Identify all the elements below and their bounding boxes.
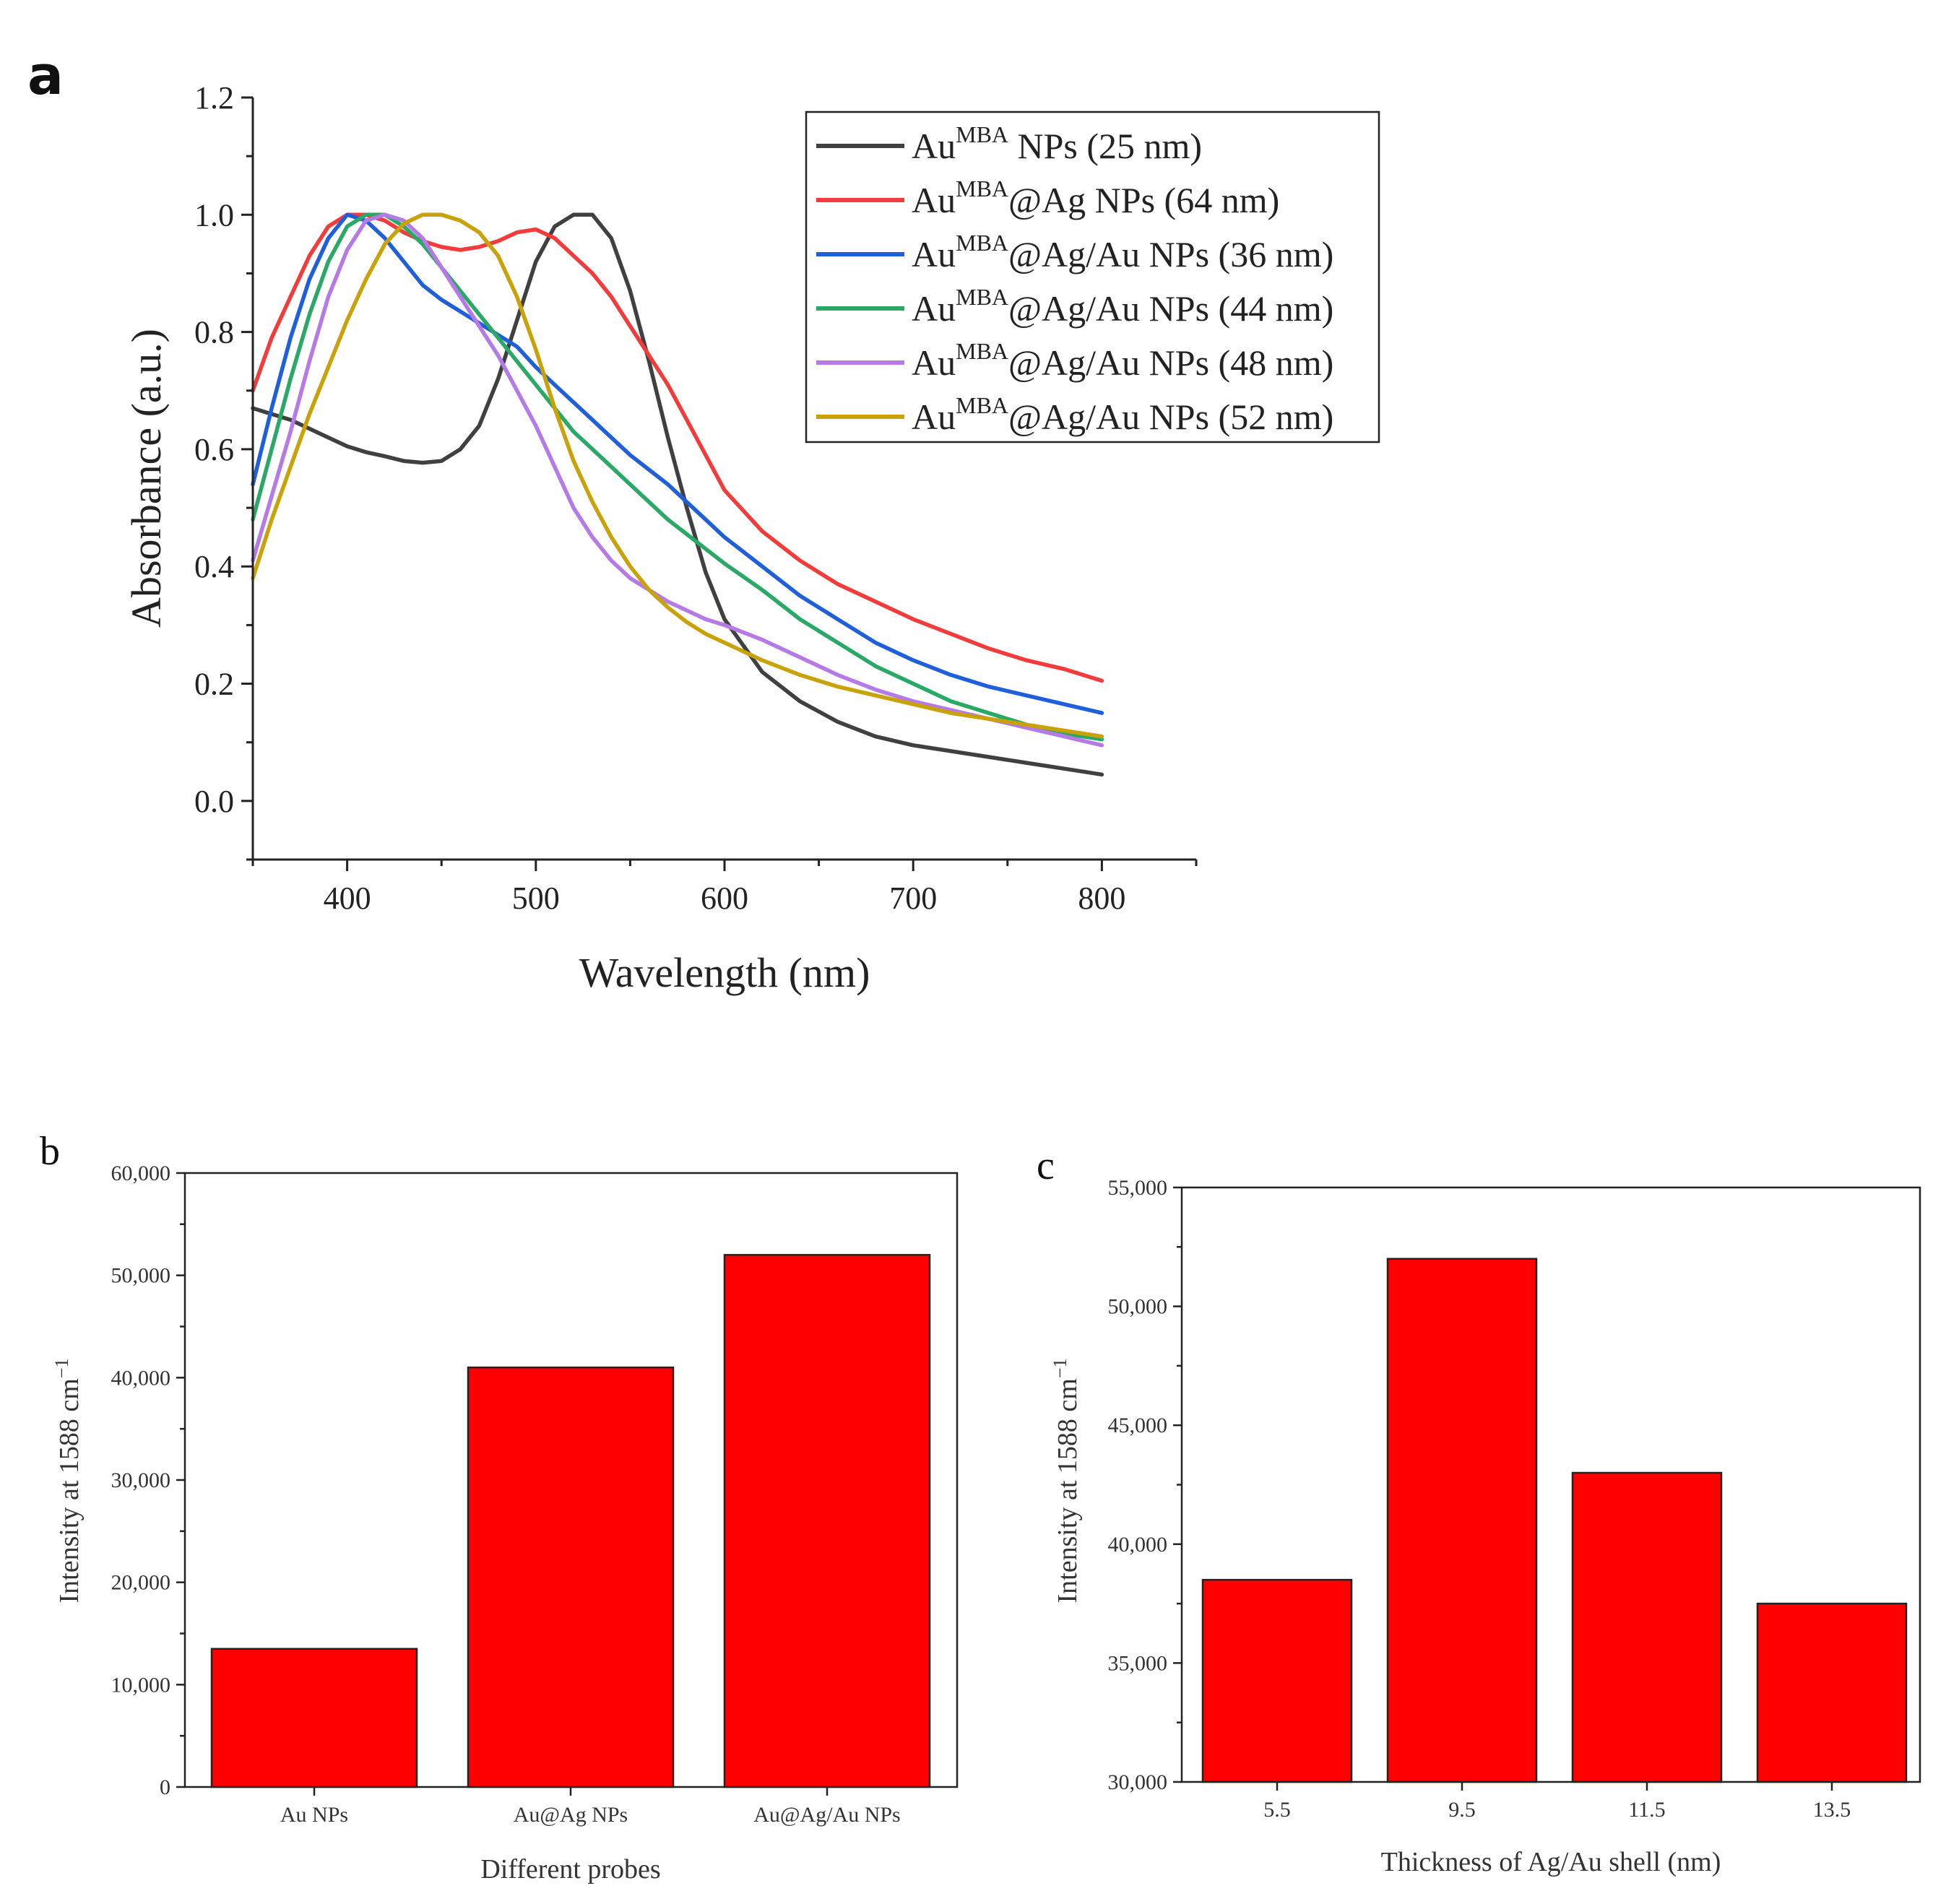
c-y-tick-label: 45,000 [1108, 1414, 1168, 1437]
a-y-tick-label: 0.0 [194, 784, 234, 819]
panel-c-y-ticks: 30,000 35,000 40,000 45,000 50,000 55,000 [1108, 1176, 1182, 1794]
c-x-tick-label: 5.5 [1263, 1798, 1291, 1822]
legend-entry-sup: MBA [956, 121, 1008, 147]
panel-b-y-axis-title: Intensity at 1588 cm−1 [51, 1358, 85, 1603]
bar-b-0 [210, 1648, 418, 1788]
legend-entry-base: Au [912, 126, 956, 166]
legend: AuMBA NPs (25 nm)AuMBA@Ag NPs (64 nm)AuM… [805, 111, 1380, 443]
panel-c: c 30,000 35,000 40,000 45,000 50,000 55,000 5… [1037, 1143, 1921, 1877]
legend-entry-sup: MBA [956, 230, 1008, 256]
a-x-tick-label: 600 [701, 880, 748, 916]
legend-entry-sup: MBA [956, 338, 1008, 364]
panel-a-x-ticks: 400 500 600 700 800 [251, 860, 1198, 916]
legend-entry-rest: @Ag/Au NPs (52 nm) [1008, 397, 1333, 437]
panel-c-x-ticks: 5.5 9.5 11.5 13.5 [1263, 1782, 1851, 1822]
panel-b-y-axis-title-sup: −1 [51, 1358, 72, 1378]
panel-a-label: a [27, 45, 64, 107]
legend-entry-base: Au [912, 342, 956, 383]
b-y-tick-label: 60,000 [111, 1161, 171, 1185]
legend-entry-sup: MBA [956, 284, 1008, 310]
legend-entry-5: AuMBA@Ag/Au NPs (52 nm) [912, 392, 1333, 437]
panel-c-label: c [1037, 1143, 1055, 1188]
panel-c-bars [1201, 1258, 1908, 1783]
b-y-tick-label: 40,000 [111, 1366, 171, 1390]
a-x-tick-label: 400 [324, 880, 371, 916]
legend-entry-rest: NPs (25 nm) [1008, 126, 1202, 166]
panel-a-y-ticks: 0.0 0.2 0.4 0.6 0.8 1.0 1.2 [194, 80, 253, 861]
panel-a: a 0.00.20.40.60.81.01.2 400 500 600 700 800 … [27, 45, 1380, 996]
c-x-tick-label: 11.5 [1628, 1798, 1665, 1822]
panel-c-y-axis-title-sup: −1 [1050, 1358, 1071, 1378]
c-y-tick-label: 40,000 [1108, 1533, 1168, 1557]
legend-entry-rest: @Ag/Au NPs (44 nm) [1008, 288, 1333, 329]
panel-b-bars [210, 1254, 931, 1788]
c-y-tick-label: 55,000 [1108, 1176, 1168, 1200]
series-line-2 [251, 212, 1104, 715]
b-y-tick-label: 20,000 [111, 1571, 171, 1595]
legend-entry-1: AuMBA@Ag NPs (64 nm) [912, 176, 1279, 220]
legend-entry-0: AuMBA NPs (25 nm) [912, 121, 1202, 166]
panel-b-x-ticks: Au NPs Au@Ag NPs Au@Ag/Au NPs [280, 1787, 901, 1827]
legend-entry-rest: @Ag/Au NPs (36 nm) [1008, 234, 1333, 274]
panel-c-y-axis-title-main: Intensity at 1588 cm [1052, 1378, 1083, 1603]
series-line-5 [251, 212, 1104, 739]
bar-b-1 [467, 1366, 675, 1788]
c-y-tick-label: 30,000 [1108, 1770, 1168, 1794]
legend-entry-base: Au [912, 234, 956, 274]
panel-b: b 010,00020,00030,00040,00050,00060,000 … [40, 1129, 959, 1884]
b-x-tick-label: Au@Ag NPs [514, 1803, 628, 1827]
legend-entry-base: Au [912, 180, 956, 220]
b-y-tick-label: 10,000 [111, 1673, 171, 1697]
a-y-tick-label: 0.4 [194, 549, 234, 584]
c-y-tick-label: 35,000 [1108, 1651, 1168, 1675]
a-y-tick-label: 0.2 [194, 667, 234, 702]
a-y-tick-label: 0.6 [194, 432, 234, 467]
bar-c-1 [1386, 1258, 1538, 1783]
legend-entry-rest: @Ag NPs (64 nm) [1008, 180, 1279, 220]
b-x-tick-label: Au@Ag/Au NPs [753, 1803, 900, 1827]
panel-a-x-axis-title: Wavelength (nm) [579, 949, 870, 996]
bar-b-2 [723, 1254, 931, 1788]
a-y-tick-label: 1.2 [194, 80, 234, 116]
panel-b-y-ticks: 0 10,000 20,000 30,000 40,000 50,000 60,000 [111, 1161, 185, 1799]
series-line-0 [251, 212, 1104, 777]
panel-c-x-axis-title: Thickness of Ag/Au shell (nm) [1381, 1847, 1721, 1877]
legend-entry-rest: @Ag/Au NPs (48 nm) [1008, 342, 1333, 383]
a-x-tick-label: 500 [512, 880, 560, 916]
b-y-tick-label: 50,000 [111, 1264, 171, 1288]
b-y-tick-label: 0 [160, 1775, 170, 1799]
a-y-tick-label: 0.8 [194, 315, 234, 350]
legend-entry-base: Au [912, 397, 956, 437]
panel-a-series-group [251, 212, 1104, 777]
panel-c-y-axis-title: Intensity at 1588 cm−1 [1050, 1358, 1083, 1603]
b-x-tick-label: Au NPs [280, 1803, 348, 1827]
panel-a-y-axis-title: Absorbance (a.u.) [123, 329, 170, 628]
panel-b-label: b [40, 1129, 60, 1174]
legend-entry-4: AuMBA@Ag/Au NPs (48 nm) [912, 338, 1333, 383]
bar-c-0 [1201, 1578, 1353, 1783]
panel-b-x-axis-title: Different probes [480, 1854, 660, 1884]
legend-entry-base: Au [912, 288, 956, 329]
a-x-tick-label: 800 [1078, 880, 1125, 916]
legend-entry-2: AuMBA@Ag/Au NPs (36 nm) [912, 230, 1333, 274]
legend-entry-sup: MBA [956, 176, 1008, 202]
panel-b-y-axis-title-main: Intensity at 1588 cm [54, 1378, 85, 1603]
legend-entry-sup: MBA [956, 392, 1008, 418]
bar-c-3 [1756, 1602, 1908, 1783]
a-x-tick-label: 700 [889, 880, 937, 916]
c-x-tick-label: 9.5 [1448, 1798, 1476, 1822]
series-line-4 [251, 212, 1104, 748]
a-y-tick-label: 1.0 [194, 197, 234, 233]
legend-entry-3: AuMBA@Ag/Au NPs (44 nm) [912, 284, 1333, 329]
legend-frame [805, 111, 1380, 443]
c-y-tick-label: 50,000 [1108, 1295, 1168, 1319]
b-y-tick-label: 30,000 [111, 1468, 171, 1492]
c-x-tick-label: 13.5 [1813, 1798, 1851, 1822]
bar-c-2 [1571, 1471, 1723, 1783]
series-line-3 [251, 212, 1104, 742]
